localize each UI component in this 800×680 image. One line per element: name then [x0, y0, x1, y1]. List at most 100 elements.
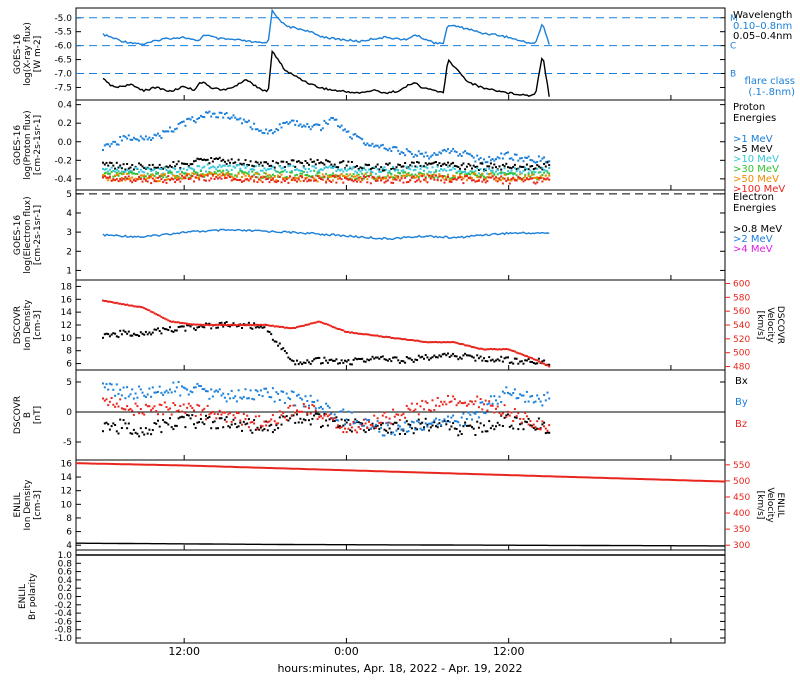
data-point: [369, 358, 372, 361]
data-point: [371, 167, 374, 170]
data-point: [268, 164, 271, 167]
data-point: [326, 177, 329, 179]
data-point: [189, 118, 192, 121]
data-point: [144, 166, 147, 169]
data-point: [484, 399, 487, 402]
data-point: [373, 357, 376, 360]
data-point: [448, 151, 451, 154]
data-point: [259, 389, 262, 392]
data-point: [323, 411, 326, 414]
data-point: [258, 129, 261, 132]
data-point: [381, 355, 384, 358]
data-point: [386, 174, 389, 177]
data-point: [181, 177, 183, 180]
data-point: [501, 171, 504, 174]
data-point: [335, 166, 338, 169]
data-point: [201, 325, 204, 328]
data-point: [311, 322, 314, 325]
data-point: [500, 348, 503, 351]
data-point: [546, 170, 549, 173]
data-point: [237, 172, 240, 175]
data-point: [148, 177, 151, 180]
data-point: [529, 169, 532, 172]
data-point: [143, 167, 146, 169]
y-tick-label: 10: [61, 500, 73, 510]
data-point: [333, 417, 336, 420]
data-point: [235, 412, 238, 414]
data-point: [210, 327, 213, 330]
data-point: [424, 151, 427, 154]
data-point: [278, 416, 281, 419]
data-point: [239, 324, 242, 327]
data-point: [167, 178, 170, 180]
data-point: [405, 404, 408, 407]
data-point: [495, 170, 497, 173]
data-point: [157, 390, 159, 393]
data-point: [462, 425, 465, 428]
data-point: [258, 173, 261, 176]
data-point: [484, 348, 487, 351]
data-point: [280, 181, 283, 184]
data-point: [340, 410, 343, 413]
data-point: [153, 133, 156, 136]
x-axis-title: hours:minutes, Apr. 18, 2022 - Apr. 19, …: [277, 662, 522, 675]
data-point: [162, 419, 165, 421]
data-point: [469, 176, 472, 179]
data-point: [249, 126, 252, 129]
data-point: [402, 428, 405, 431]
data-point: [313, 177, 316, 180]
data-point: [143, 333, 146, 336]
data-point: [421, 399, 424, 402]
data-point: [203, 326, 206, 329]
data-point: [428, 157, 431, 160]
data-point: [541, 360, 544, 363]
data-point: [445, 403, 448, 406]
data-point: [471, 155, 473, 157]
data-point: [108, 175, 111, 178]
data-point: [114, 405, 117, 408]
data-point: [289, 163, 292, 166]
data-point: [392, 408, 395, 411]
data-point: [503, 173, 506, 176]
data-point: [433, 171, 436, 174]
data-point: [447, 148, 449, 151]
data-point: [443, 400, 446, 403]
data-point: [412, 155, 415, 158]
data-point: [256, 181, 259, 184]
data-point: [364, 360, 367, 363]
data-point: [477, 357, 480, 360]
data-point: [543, 425, 546, 428]
data-point: [350, 331, 353, 334]
data-point: [297, 169, 300, 172]
data-point: [354, 165, 357, 168]
data-point: [256, 426, 259, 429]
data-point: [397, 177, 400, 179]
data-point: [356, 177, 358, 180]
data-point: [138, 171, 141, 174]
data-point: [522, 165, 525, 168]
data-point: [512, 173, 515, 176]
data-point: [448, 164, 451, 167]
data-point: [507, 173, 509, 175]
data-point: [447, 415, 449, 418]
data-point: [170, 391, 173, 394]
data-point: [435, 425, 437, 428]
data-point: [543, 421, 546, 424]
data-point: [361, 422, 364, 425]
y-axis-label: DSCOVR B [nT]: [13, 396, 43, 434]
data-point: [489, 159, 492, 162]
data-point: [189, 404, 192, 407]
data-point: [206, 323, 209, 326]
data-point: [330, 175, 333, 178]
data-point: [208, 110, 211, 113]
data-point: [169, 407, 171, 410]
data-point: [495, 158, 497, 161]
data-point: [151, 331, 154, 334]
data-point: [270, 167, 273, 170]
data-point: [323, 356, 326, 359]
data-point: [175, 163, 178, 166]
data-point: [402, 165, 405, 168]
data-point: [311, 165, 314, 168]
data-point: [220, 321, 223, 324]
data-point: [361, 333, 364, 336]
